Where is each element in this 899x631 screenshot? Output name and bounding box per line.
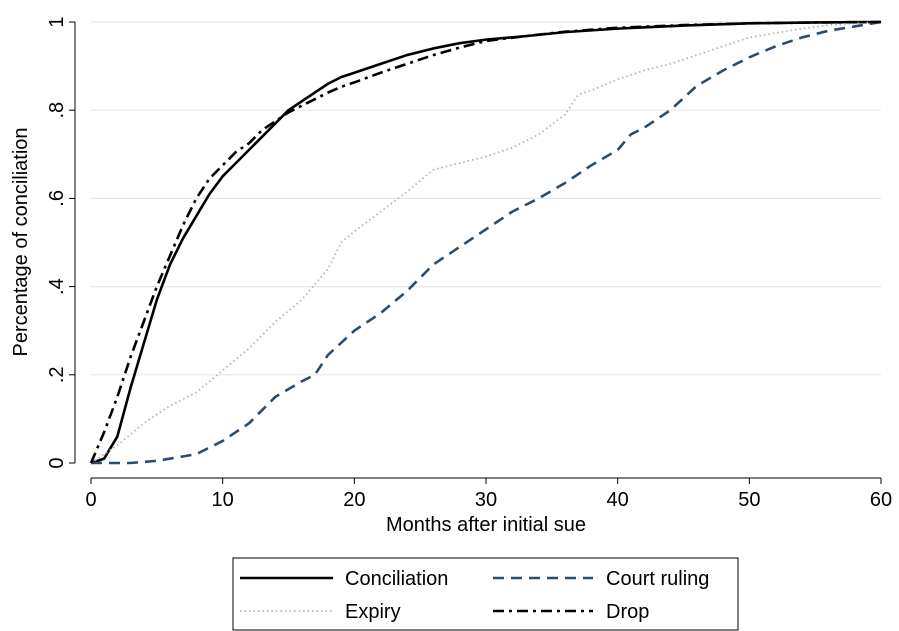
legend-box (232, 557, 739, 631)
y-tick-label: .2 (46, 366, 68, 383)
y-tick-label: .6 (46, 190, 68, 207)
x-tick-label: 10 (212, 489, 234, 511)
x-tick-label: 40 (607, 489, 629, 511)
y-tick-label: .8 (46, 102, 68, 119)
legend: Conciliation Court ruling Expiry Drop (232, 557, 739, 631)
x-tick-label: 0 (85, 489, 96, 511)
x-tick-label: 20 (343, 489, 365, 511)
series-line-drop (89, 20, 882, 464)
x-tick-label: 30 (475, 489, 497, 511)
legend-label: Drop (606, 601, 649, 623)
y-tick-label: 1 (46, 16, 68, 27)
legend-label: Conciliation (345, 568, 448, 590)
series-lines (89, 20, 882, 465)
x-axis-title: Months after initial sue (386, 514, 586, 536)
axes: 0.2.4.6.810 10 20 30 40 50 60 (46, 16, 892, 511)
y-tick-label: .4 (46, 278, 68, 295)
legend-label: Court ruling (606, 568, 709, 590)
series-line-expiry (90, 21, 882, 464)
series-line-court-ruling (91, 20, 882, 465)
x-tick-label: 50 (738, 489, 760, 511)
y-tick-label: 0 (46, 457, 68, 468)
gridlines (91, 21, 881, 376)
y-axis-title: Percentage of conciliation (10, 127, 32, 356)
legend-label: Expiry (345, 601, 401, 623)
x-tick-label: 60 (870, 489, 892, 511)
